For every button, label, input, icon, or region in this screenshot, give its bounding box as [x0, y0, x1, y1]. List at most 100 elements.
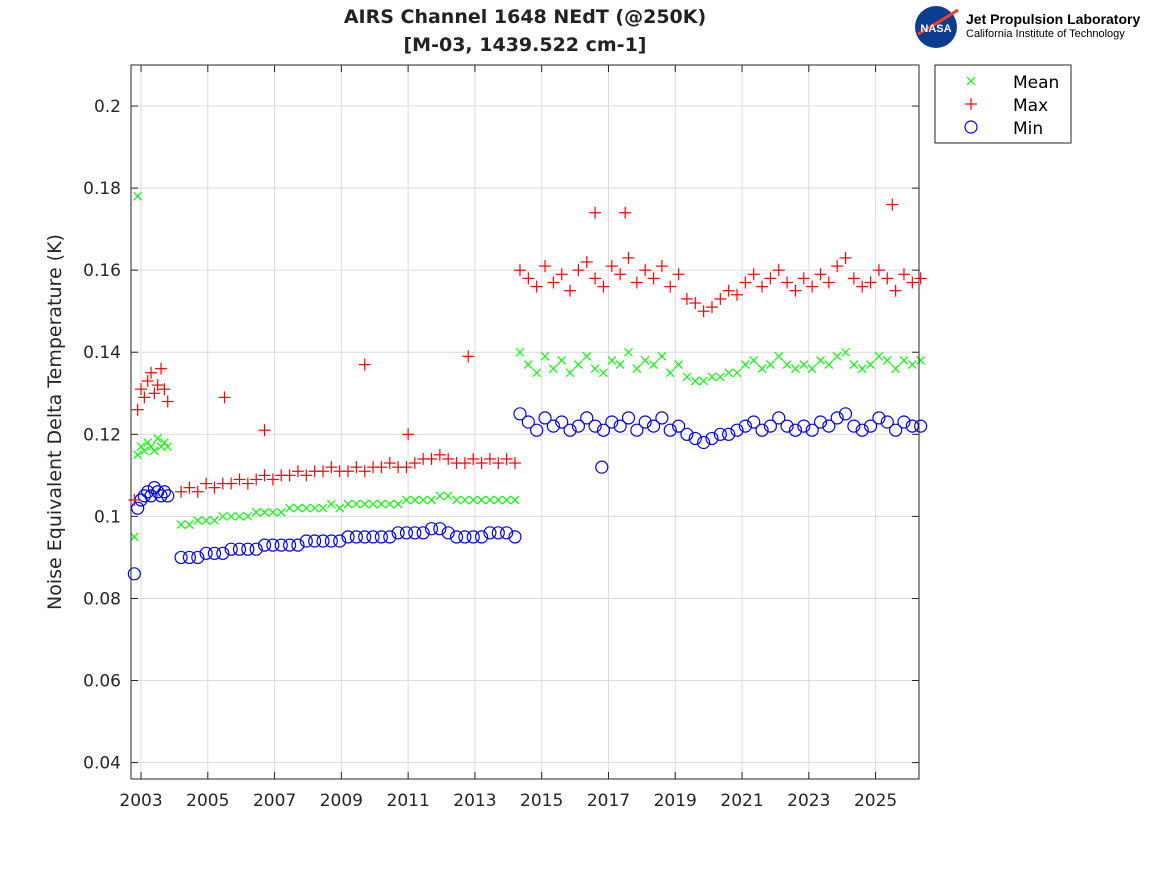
min-point	[555, 415, 569, 429]
max-point	[756, 280, 769, 293]
marker-stroke	[882, 356, 892, 365]
mean-point	[632, 364, 642, 374]
max-point	[141, 374, 154, 387]
mean-point	[149, 446, 159, 456]
legend[interactable]: Mean Max Min	[934, 64, 1072, 144]
marker-stroke	[966, 76, 976, 86]
mean-point	[226, 511, 236, 521]
chart-title-line2: [M-03, 1439.522 cm-1]	[404, 34, 647, 56]
marker-stroke	[185, 520, 194, 530]
mean-point	[393, 499, 403, 509]
y-tick-label: 0.1	[94, 507, 121, 527]
mean-point	[649, 360, 658, 369]
mean-point	[916, 356, 926, 365]
marker-stroke	[599, 368, 608, 378]
max-point	[258, 469, 271, 482]
max-point	[847, 272, 860, 285]
mean-point	[276, 507, 286, 517]
min-point	[299, 534, 313, 548]
max-point	[722, 284, 735, 297]
max-point	[400, 461, 413, 474]
min-point	[161, 489, 175, 503]
mean-point	[732, 368, 742, 378]
marker-stroke	[740, 360, 750, 369]
marker-stroke	[301, 503, 311, 513]
max-point	[872, 264, 885, 277]
marker-stroke	[460, 495, 470, 505]
mean-point	[133, 191, 143, 201]
min-point	[483, 526, 497, 540]
marker-stroke	[540, 351, 550, 361]
min-point	[680, 427, 694, 441]
max-point	[316, 465, 329, 478]
marker-stroke	[515, 347, 525, 357]
mean-point	[657, 351, 667, 361]
x-tick-label: 2025	[854, 791, 897, 811]
mean-point	[468, 495, 478, 505]
mean-point	[129, 532, 139, 542]
min-point	[772, 411, 786, 425]
max-point	[597, 280, 610, 293]
max-point	[831, 260, 844, 273]
marker-stroke	[832, 351, 842, 361]
mean-point	[493, 495, 503, 505]
plot-frame	[130, 64, 920, 780]
x-tick-label: 2009	[320, 791, 363, 811]
min-point	[605, 415, 619, 429]
min-point	[191, 550, 205, 565]
max-point	[233, 473, 246, 486]
min-point	[199, 546, 213, 560]
marker-stroke	[326, 499, 336, 509]
max-point	[500, 452, 513, 465]
max-point	[191, 485, 204, 498]
max-point	[747, 268, 760, 281]
max-point	[325, 461, 338, 474]
marker-stroke	[351, 499, 361, 509]
max-point	[647, 272, 660, 285]
min-point	[182, 550, 197, 565]
max-point	[291, 465, 304, 478]
mean-point	[565, 368, 575, 378]
max-point	[145, 366, 158, 379]
min-point	[596, 423, 611, 437]
marker-stroke	[557, 356, 567, 365]
max-point	[283, 469, 296, 482]
min-point	[805, 423, 819, 437]
marker-stroke	[640, 356, 650, 365]
mean-point	[410, 495, 420, 505]
marker-stroke	[799, 360, 809, 369]
max-point	[128, 493, 141, 506]
legend-marker-mean	[966, 76, 976, 86]
max-point	[739, 276, 752, 289]
max-point	[266, 473, 279, 486]
marker-stroke	[866, 360, 876, 369]
mean-point	[715, 372, 725, 382]
max-point	[467, 452, 480, 465]
max-point	[630, 276, 643, 289]
marker-stroke	[707, 372, 717, 382]
x-tick-label: 2003	[119, 791, 162, 811]
min-point	[763, 419, 778, 433]
mean-point	[210, 516, 219, 525]
min-point	[341, 530, 355, 544]
marker-stroke	[502, 495, 512, 505]
max-point	[225, 477, 238, 490]
min-point	[266, 538, 280, 552]
series-max	[128, 198, 927, 506]
min-point	[131, 501, 145, 515]
max-point	[864, 276, 877, 289]
marker-stroke	[682, 372, 692, 382]
max-point	[492, 457, 505, 470]
min-point	[416, 526, 430, 540]
mean-point	[293, 503, 303, 513]
marker-stroke	[493, 495, 503, 505]
min-point	[216, 546, 230, 560]
max-point	[839, 251, 852, 264]
min-point	[780, 419, 794, 433]
min-point	[563, 423, 577, 437]
mean-point	[757, 364, 767, 374]
max-point	[672, 268, 685, 281]
min-point	[722, 427, 736, 441]
mean-point	[318, 503, 328, 513]
marker-stroke	[774, 351, 784, 361]
